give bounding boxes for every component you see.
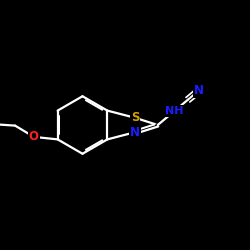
Text: N: N: [130, 126, 140, 139]
Text: NH: NH: [165, 106, 183, 116]
Text: N: N: [194, 84, 204, 97]
Text: O: O: [29, 130, 39, 143]
Text: S: S: [131, 111, 139, 124]
